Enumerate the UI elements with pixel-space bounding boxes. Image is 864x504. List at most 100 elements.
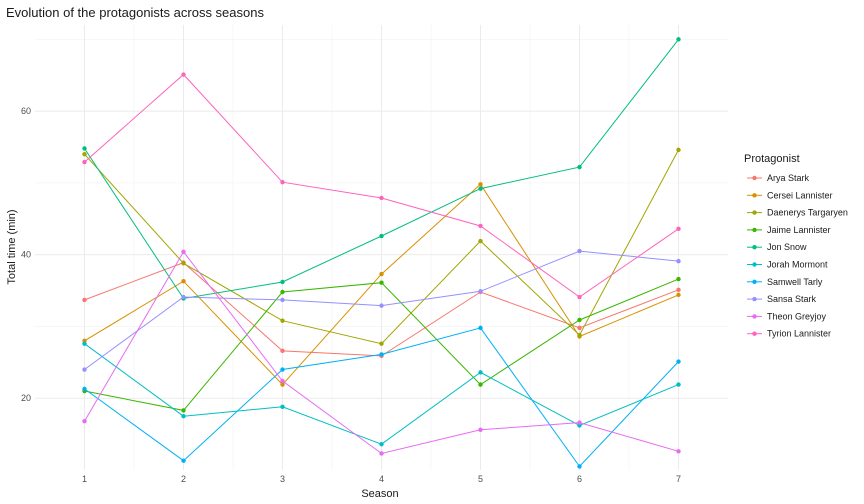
x-axis-ticks: 1 2 3 4 5 6 7 <box>82 474 681 484</box>
data-point <box>181 261 186 266</box>
legend-key-point <box>752 331 757 336</box>
data-point <box>379 280 384 285</box>
data-point <box>676 37 681 42</box>
y-axis-ticks: 20 40 60 <box>21 106 31 403</box>
data-point <box>181 408 186 413</box>
data-point <box>478 427 483 433</box>
data-point <box>379 441 384 447</box>
data-point <box>280 297 285 303</box>
data-point <box>577 332 582 338</box>
series-lines <box>82 37 681 469</box>
data-point <box>478 223 483 229</box>
series <box>82 248 681 372</box>
data-point <box>82 386 87 392</box>
data-point <box>478 370 483 375</box>
data-point <box>280 179 285 185</box>
legend-item: Jon Snow <box>747 242 807 252</box>
legend-item: Cersei Lannister <box>747 190 833 200</box>
legend-item: Jorah Mormont <box>747 260 828 270</box>
legend-key-point <box>752 279 757 284</box>
data-point <box>181 413 186 419</box>
data-point <box>676 449 681 454</box>
data-point <box>181 249 186 255</box>
data-point <box>577 294 582 300</box>
legend-label: Arya Stark <box>767 173 810 183</box>
legend-title: Protagonist <box>744 153 800 165</box>
legend-key-point <box>752 175 757 181</box>
data-point <box>379 303 384 308</box>
y-axis-title: Total time (min) <box>6 209 18 284</box>
data-point <box>181 294 186 300</box>
data-point <box>379 271 384 277</box>
legend-label: Theon Greyjoy <box>767 311 827 321</box>
data-point <box>280 348 285 354</box>
series <box>82 249 681 456</box>
legend-item: Jaime Lannister <box>747 225 831 235</box>
data-point <box>577 464 582 469</box>
series <box>82 276 681 413</box>
x-tick-label: 3 <box>280 474 285 484</box>
legend-key-point <box>752 296 757 302</box>
grid <box>35 25 728 470</box>
series <box>82 325 681 469</box>
data-point <box>478 186 483 191</box>
data-point <box>577 248 582 254</box>
legend-item: Samwell Tarly <box>747 277 823 287</box>
x-tick-label: 7 <box>676 474 681 484</box>
legend-key-point <box>752 314 757 319</box>
data-point <box>577 325 582 331</box>
data-point <box>82 159 87 165</box>
data-point <box>379 352 384 357</box>
data-point <box>676 226 681 232</box>
data-point <box>676 276 681 282</box>
series <box>82 341 681 447</box>
series <box>82 72 681 300</box>
legend-label: Cersei Lannister <box>767 190 833 200</box>
chart-title: Evolution of the protagonists across sea… <box>6 5 264 20</box>
legend-label: Sansa Stark <box>767 294 817 304</box>
data-point <box>676 292 681 298</box>
legend-item: Daenerys Targaryen <box>747 208 848 218</box>
x-axis-title: Season <box>361 488 398 500</box>
data-point <box>82 151 87 157</box>
data-point <box>379 451 384 456</box>
legend-key-point <box>752 210 757 215</box>
legend-label: Tyrion Lannister <box>767 329 831 339</box>
legend-item: Theon Greyjoy <box>747 311 827 321</box>
data-point <box>676 258 681 264</box>
data-point <box>280 404 285 410</box>
x-tick-label: 5 <box>478 474 483 484</box>
data-point <box>379 341 384 346</box>
data-point <box>577 420 582 425</box>
x-tick-label: 4 <box>379 474 384 484</box>
data-point <box>676 287 681 293</box>
legend-key-point <box>752 245 757 250</box>
data-point <box>280 279 285 285</box>
data-point <box>676 147 681 153</box>
series <box>82 147 681 346</box>
y-tick-label: 60 <box>21 106 31 116</box>
data-point <box>181 279 186 284</box>
data-point <box>478 289 483 294</box>
data-point <box>181 458 186 463</box>
y-tick-label: 40 <box>21 250 31 260</box>
legend-item: Sansa Stark <box>747 294 817 304</box>
legend-label: Jaime Lannister <box>767 225 831 235</box>
data-point <box>280 289 285 295</box>
legend-key-point <box>752 193 757 198</box>
data-point <box>478 238 483 244</box>
data-point <box>478 325 483 331</box>
data-point <box>280 318 285 323</box>
legend-items: Arya Stark Cersei Lannister Daenerys Targa… <box>747 173 848 339</box>
legend: Protagonist Arya Stark Cersei Lannister Da… <box>744 153 848 339</box>
legend-item: Tyrion Lannister <box>747 329 831 339</box>
data-point <box>379 195 384 201</box>
data-point <box>82 297 87 303</box>
y-tick-label: 20 <box>21 393 31 403</box>
legend-label: Jorah Mormont <box>767 260 828 270</box>
data-point <box>181 72 186 77</box>
legend-key-point <box>752 227 757 233</box>
data-point <box>82 418 87 424</box>
